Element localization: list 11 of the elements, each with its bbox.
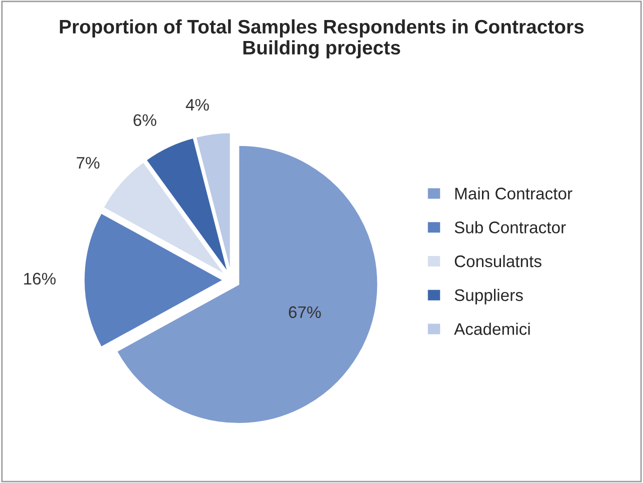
data-label: 6% bbox=[134, 114, 156, 126]
legend-label: Academici bbox=[454, 322, 530, 335]
legend-label: Main Contractor bbox=[455, 187, 572, 200]
data-label: 67% bbox=[288, 306, 321, 318]
data-label: 16% bbox=[24, 272, 56, 285]
legend-label: Sub Contractor bbox=[454, 221, 566, 234]
data-label: 7% bbox=[76, 156, 100, 169]
legend-label: Suppliers bbox=[454, 288, 523, 304]
chart-title: Proportion of Total Samples Respondents in Contractors Building projects bbox=[60, 19, 584, 58]
legend-label: Consulatnts bbox=[454, 254, 542, 268]
data-label: 4% bbox=[186, 98, 209, 111]
